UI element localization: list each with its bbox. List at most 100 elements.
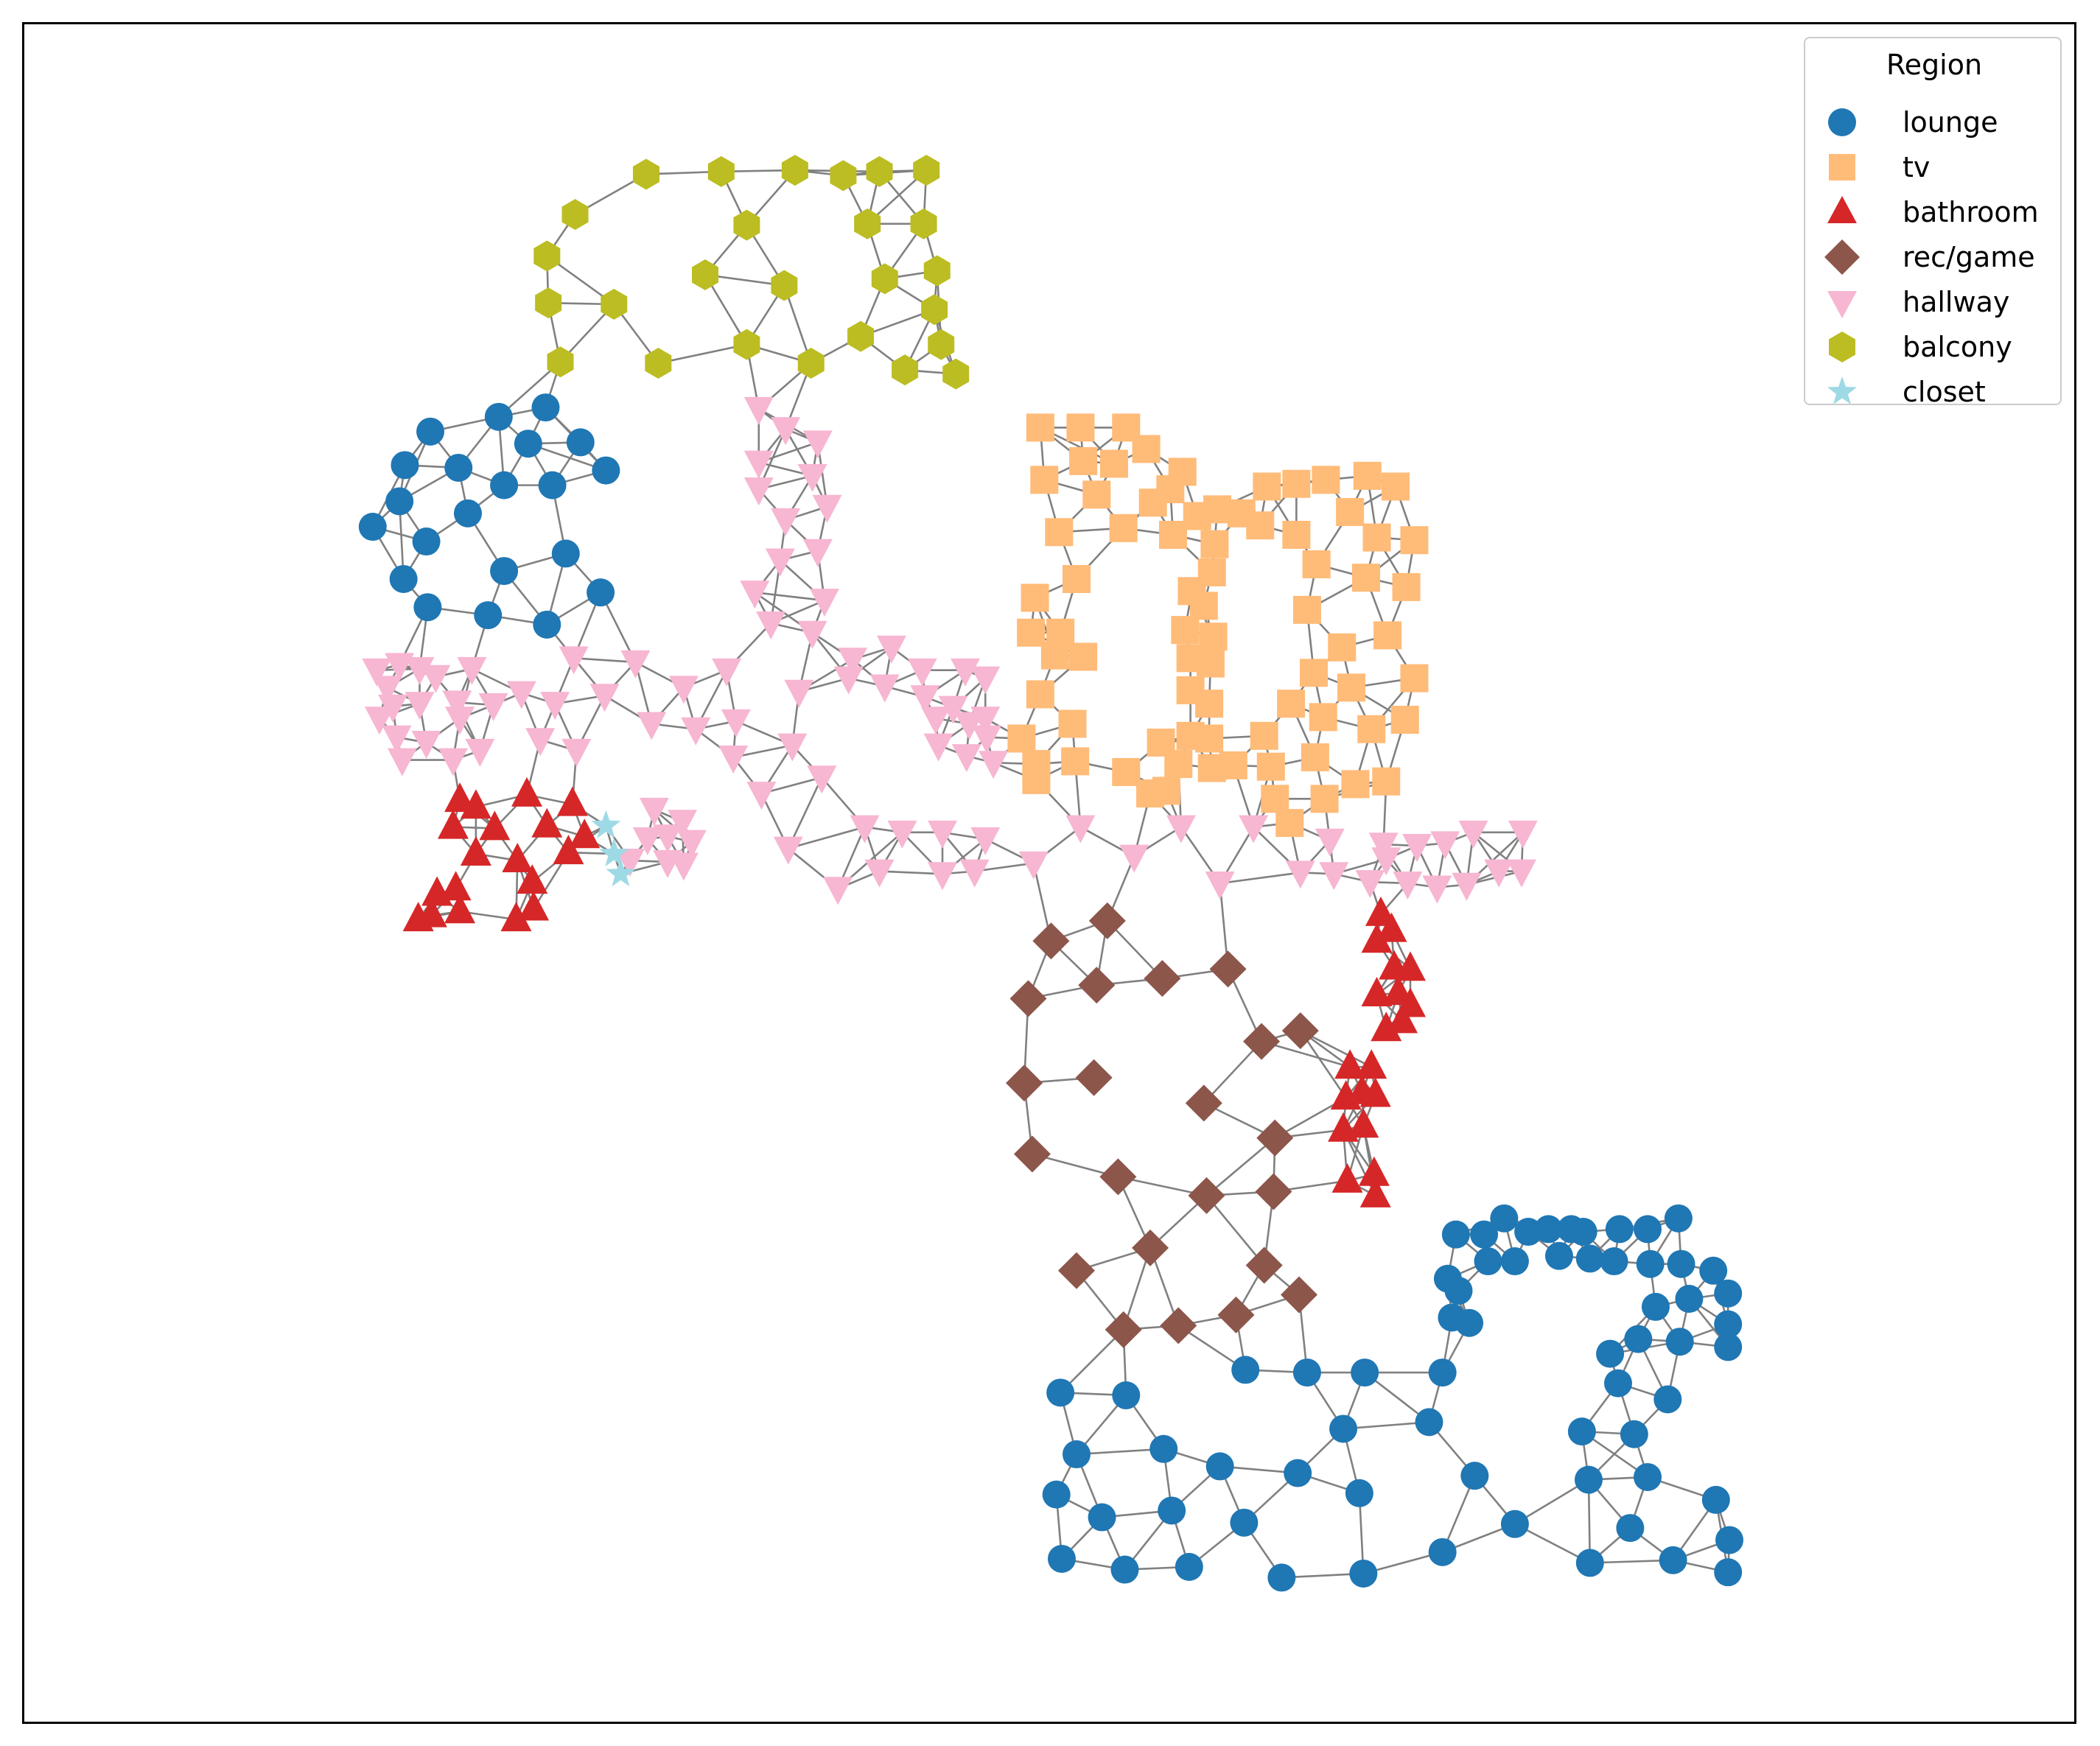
rec-game-node: [1057, 1252, 1095, 1289]
hallway-node: [954, 712, 984, 740]
lounge-node: [413, 593, 442, 622]
graph-edge: [974, 862, 1034, 872]
lounge-node: [1701, 1485, 1730, 1514]
balcony-node: [923, 255, 951, 287]
graph-edge: [1205, 1195, 1265, 1266]
lounge-node: [1575, 1549, 1604, 1577]
lounge-node: [1158, 1496, 1186, 1525]
tv-node: [1058, 709, 1087, 738]
hallway-node: [438, 748, 468, 776]
hallway-node: [928, 820, 958, 849]
hallway-node: [1368, 832, 1399, 861]
bathroom-node: [556, 786, 588, 816]
hallway-node: [668, 852, 699, 881]
hallway-node: [465, 738, 495, 767]
lounge-node: [1292, 1358, 1321, 1387]
hallway-node: [850, 815, 880, 844]
balcony-node: [892, 354, 919, 386]
balcony-node: [910, 208, 937, 239]
lounge-node: [453, 499, 482, 527]
tv-node: [1282, 469, 1311, 498]
tv-node: [1253, 472, 1281, 501]
hallway-node: [838, 648, 868, 676]
hallway-node: [372, 676, 402, 704]
lounge-node: [1112, 1381, 1141, 1409]
graph-edge: [1205, 1137, 1276, 1196]
hallway-node: [405, 656, 435, 685]
hallway-node: [421, 665, 451, 693]
bathroom-node: [531, 807, 563, 838]
hallway-node: [1402, 834, 1432, 863]
lounge-node: [444, 453, 473, 482]
hallway-node: [1422, 875, 1452, 904]
balcony-node: [866, 155, 893, 187]
hallway-node: [743, 396, 774, 425]
tv-node: [1066, 413, 1095, 442]
tv-node: [1045, 518, 1074, 547]
tv-node: [1300, 659, 1329, 687]
balcony-node: [771, 270, 798, 301]
hallway-node: [405, 692, 435, 721]
tv-node: [1362, 523, 1391, 552]
hallway-node: [1355, 870, 1385, 899]
graph-edge: [1514, 1479, 1589, 1525]
lounge-node: [1634, 1215, 1662, 1244]
tv-node: [1069, 642, 1098, 671]
balcony-node: [692, 259, 719, 290]
bathroom-node: [1359, 1177, 1391, 1207]
lounge-node: [1149, 1434, 1178, 1463]
lounge-node: [1284, 1459, 1312, 1487]
hallway-node: [506, 681, 536, 709]
tv-node: [1381, 472, 1410, 501]
lounge-node: [1616, 1514, 1645, 1543]
hallway-node: [771, 508, 801, 536]
tv-node: [1328, 633, 1357, 662]
lounge-node: [1428, 1358, 1457, 1387]
lounge-node: [1699, 1256, 1728, 1285]
tv-node: [1373, 621, 1402, 650]
graph-edge: [761, 776, 822, 795]
rec-game-node: [1256, 1119, 1294, 1157]
hallway-node: [773, 836, 803, 865]
lounge-node: [587, 578, 615, 607]
balcony-node: [797, 348, 825, 379]
tv-node: [1390, 706, 1419, 734]
lounge-node: [1349, 1559, 1378, 1588]
rec-game-node: [1009, 980, 1047, 1017]
rec-game-node: [1078, 967, 1116, 1004]
hallway-node: [676, 830, 707, 858]
hallway-node: [777, 733, 808, 762]
graph-edge: [573, 657, 636, 664]
tv-node: [1219, 751, 1247, 779]
hallway-node: [743, 477, 774, 506]
lounge-node: [1600, 1247, 1628, 1276]
lounge-node: [1714, 1333, 1743, 1361]
hallway-node: [950, 658, 980, 687]
tv-node: [1250, 721, 1278, 750]
closet-node: [591, 810, 621, 838]
bathroom-node: [1334, 1049, 1366, 1079]
hallway-node: [442, 690, 472, 719]
balcony-node: [632, 158, 659, 190]
tv-node: [1302, 550, 1331, 578]
rec-game-node: [1217, 1296, 1255, 1333]
lounge-node: [1714, 1279, 1743, 1308]
hallway-node: [362, 658, 392, 687]
tv-node: [1200, 530, 1229, 558]
balcony-node: [733, 329, 760, 360]
hallway-node: [632, 827, 662, 855]
hallway-node: [615, 849, 645, 877]
legend-entry-closet: closet: [1805, 371, 2063, 414]
star-marker-icon: [1827, 376, 1857, 404]
triangle-down-marker-icon: [1827, 291, 1857, 318]
closet-node: [599, 838, 629, 866]
lounge-node: [1329, 1414, 1358, 1443]
graph-edge: [1076, 1448, 1164, 1456]
tv-node: [1337, 673, 1365, 702]
rec-game-node: [1209, 950, 1247, 988]
hallway-node: [1315, 828, 1345, 857]
tv-node: [1171, 616, 1200, 645]
lounge-node: [1231, 1356, 1260, 1384]
hallway-node: [457, 656, 487, 685]
bathroom-node: [1395, 951, 1427, 981]
